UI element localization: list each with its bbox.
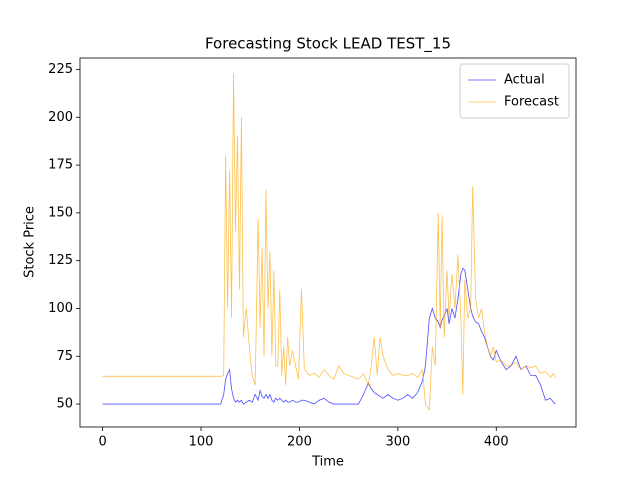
x-tick-label: 0: [98, 435, 106, 450]
y-tick-label: 100: [48, 301, 73, 316]
plot-frame: [79, 57, 577, 428]
y-tick-label: 150: [48, 205, 73, 220]
y-axis-label: Stock Price: [23, 206, 38, 278]
y-tick-label: 225: [48, 62, 73, 77]
legend-label: Actual: [504, 73, 545, 88]
y-tick-label: 200: [48, 110, 73, 125]
x-tick-label: 100: [189, 435, 214, 450]
x-tick-label: 300: [385, 435, 410, 450]
x-axis-label: Time: [311, 455, 344, 470]
x-tick-label: 400: [484, 435, 509, 450]
series-line: [102, 73, 556, 411]
series-line: [102, 267, 556, 405]
legend-label: Forecast: [504, 95, 559, 110]
y-tick-label: 50: [56, 397, 73, 412]
y-tick-label: 75: [56, 349, 73, 364]
x-tick-label: 200: [287, 435, 312, 450]
y-tick-label: 175: [48, 158, 73, 173]
legend-box: [459, 63, 570, 119]
y-tick-label: 125: [48, 253, 73, 268]
chart-title: Forecasting Stock LEAD TEST_15: [205, 35, 451, 54]
